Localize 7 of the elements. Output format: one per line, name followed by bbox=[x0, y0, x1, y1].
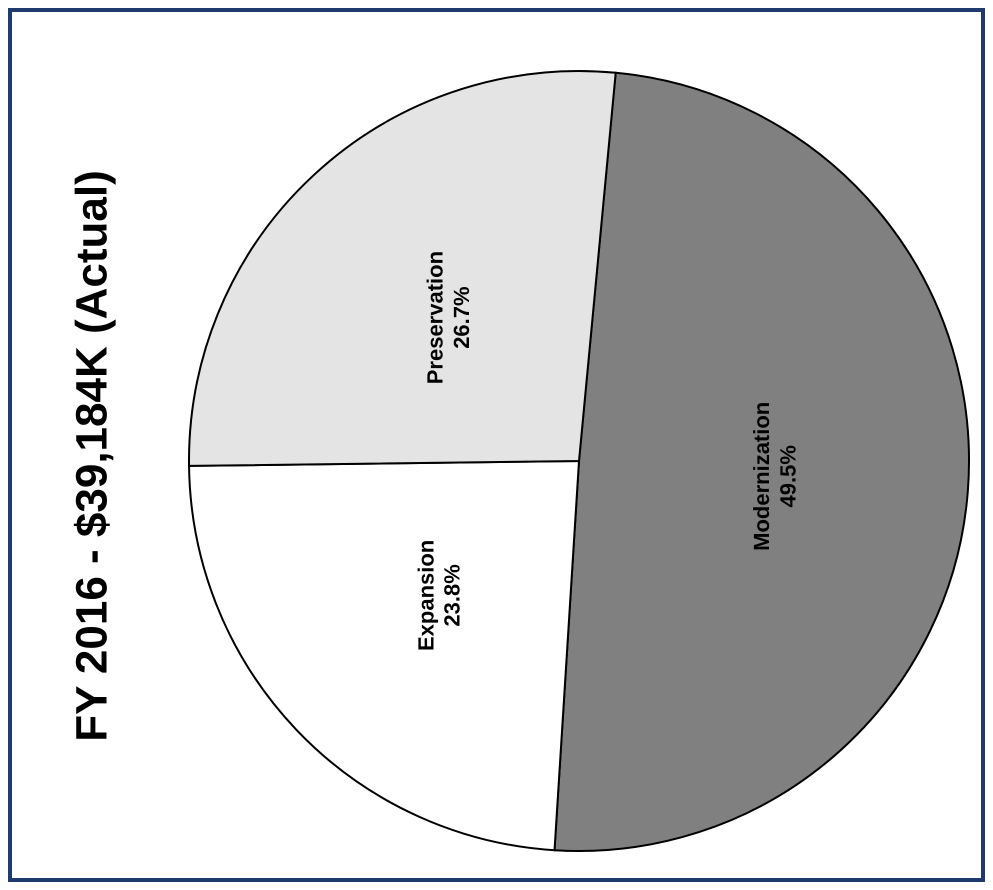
slice-label: Preservation bbox=[422, 250, 448, 384]
slice-label: Expansion bbox=[413, 540, 438, 651]
text: FY 2016 - $39,184K (Actual) bbox=[68, 170, 116, 742]
data-label: 23.8% bbox=[440, 564, 465, 627]
slice-label: Modernization bbox=[749, 402, 774, 551]
data-label: 49.5% bbox=[775, 445, 800, 508]
data-label: 26.7% bbox=[448, 286, 474, 349]
